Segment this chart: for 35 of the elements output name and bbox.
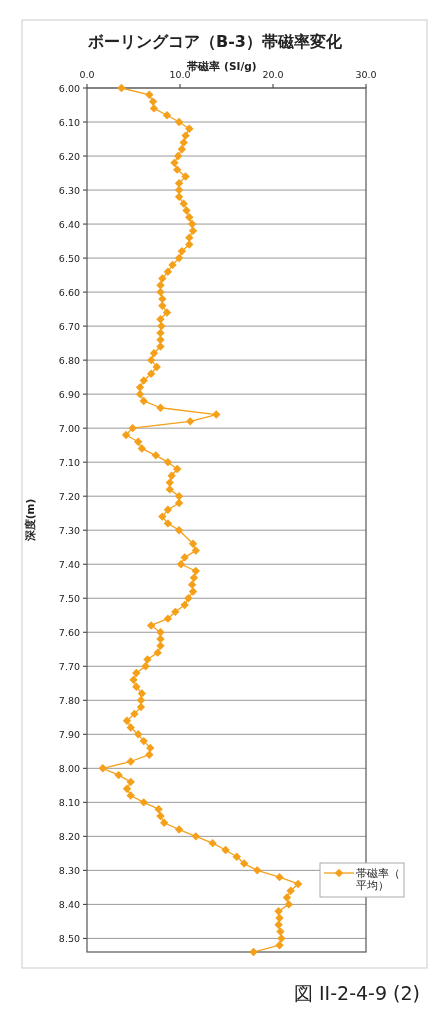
y-tick-label: 7.30 <box>58 524 80 536</box>
y-tick-label: 7.40 <box>58 558 80 570</box>
y-tick-label: 8.40 <box>58 898 80 910</box>
y-tick-label: 7.90 <box>58 728 80 740</box>
y-tick-label: 8.00 <box>58 762 80 774</box>
chart-title: ボーリングコア（B-3）帯磁率変化 <box>87 32 343 51</box>
y-tick-label: 7.00 <box>58 422 80 434</box>
x-tick-label: 20.0 <box>262 69 284 80</box>
y-tick-label: 6.80 <box>58 354 80 366</box>
y-tick-label: 6.30 <box>58 184 80 196</box>
y-tick-label: 6.50 <box>58 252 80 264</box>
y-tick-label: 7.60 <box>58 626 80 638</box>
x-tick-label: 0.0 <box>79 69 95 80</box>
y-tick-label: 8.50 <box>58 932 80 944</box>
y-tick-label: 7.70 <box>58 660 80 672</box>
y-tick-label: 6.60 <box>58 286 80 298</box>
y-tick-label: 8.30 <box>58 864 80 876</box>
y-tick-label: 7.50 <box>58 592 80 604</box>
text: 図 II-2-4-9 (2) <box>293 982 420 1004</box>
y-tick-label: 6.00 <box>58 82 80 94</box>
y-tick-label: 7.10 <box>58 456 80 468</box>
y-tick-label: 6.70 <box>58 320 80 332</box>
y-tick-label: 8.10 <box>58 796 80 808</box>
y-tick-label: 7.20 <box>58 490 80 502</box>
y-tick-label: 7.80 <box>58 694 80 706</box>
y-tick-label: 6.10 <box>58 116 80 128</box>
y-axis-title: 深度(m) <box>24 498 36 543</box>
y-tick-label: 6.20 <box>58 150 80 162</box>
y-tick-label: 6.40 <box>58 218 80 230</box>
y-tick-label: 8.20 <box>58 830 80 842</box>
y-tick-label: 6.90 <box>58 388 80 400</box>
x-axis-title: 帯磁率 (SI/g) <box>187 60 257 72</box>
x-tick-label: 10.0 <box>169 69 191 80</box>
x-tick-label: 30.0 <box>355 69 377 80</box>
legend-label: 帯磁率（平均） <box>356 867 400 891</box>
